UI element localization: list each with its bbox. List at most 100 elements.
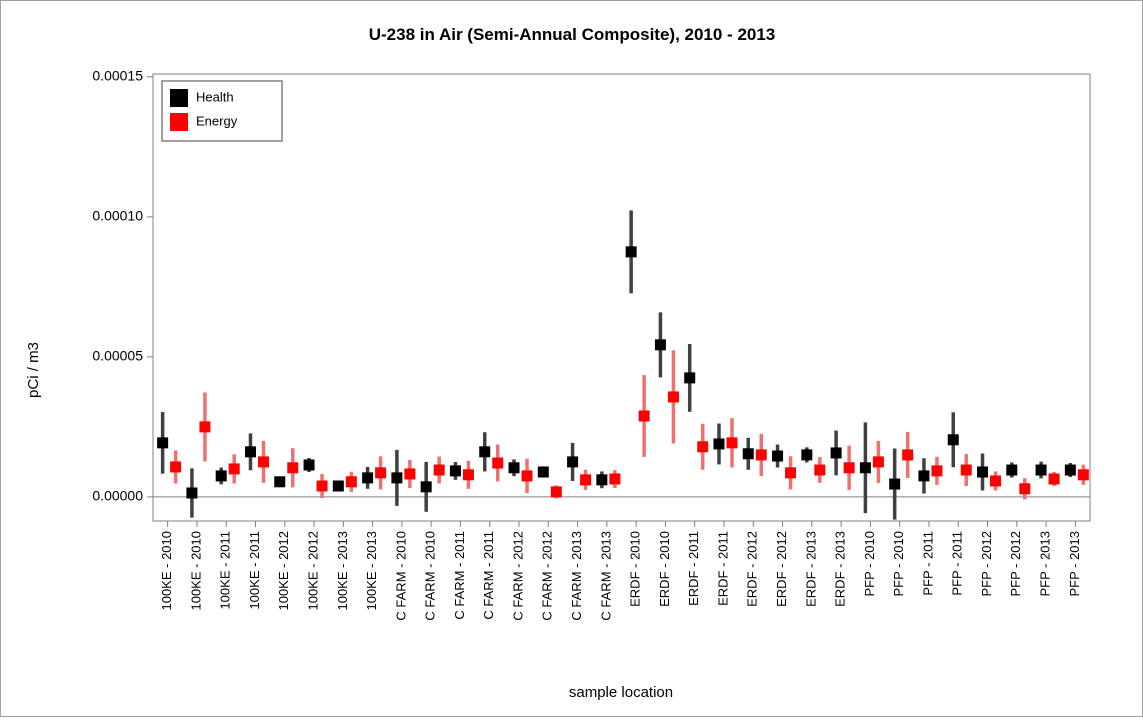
marker [567,456,579,468]
x-tick-label: ERDF - 2011 [686,531,701,606]
marker [755,449,767,461]
marker [199,421,211,433]
marker [1048,473,1060,485]
x-tick-label: C FARM - 2013 [569,531,584,621]
y-tick-label: 0.00015 [92,68,143,84]
marker [521,470,533,482]
marker [830,447,842,459]
x-tick-label: ERDF - 2013 [803,531,818,607]
marker [977,466,989,478]
x-tick-label: 100KE - 2011 [218,531,233,610]
legend-label: Energy [196,113,238,128]
marker [931,465,943,477]
marker [508,462,520,474]
x-tick-label: ERDF - 2010 [628,531,643,607]
marker [537,466,549,478]
x-tick-label: ERDF - 2013 [833,531,848,607]
marker [785,467,797,479]
marker [1064,464,1076,476]
legend-swatch [170,89,188,107]
x-tick-label: 100KE - 2013 [335,531,350,611]
x-tick-label: 100KE - 2010 [188,531,203,611]
legend-swatch [170,113,188,131]
marker [186,487,198,499]
marker [902,449,914,461]
marker [843,462,855,474]
marker [713,438,725,450]
marker [814,464,826,476]
marker [449,465,461,477]
x-tick-label: ERDF - 2011 [715,531,730,606]
x-tick-label: PFP - 2013 [1038,531,1053,597]
x-tick-label: C FARM - 2010 [393,531,408,621]
marker [433,464,445,476]
x-tick-label: C FARM - 2012 [540,531,555,621]
y-tick-label: 0.00000 [92,488,143,504]
y-axis-label: pCi / m3 [25,342,42,398]
legend-label: Health [196,89,234,104]
marker [1077,469,1089,481]
marker [726,437,738,449]
marker [801,449,813,461]
plot-frame [152,73,1091,522]
marker [244,446,256,458]
marker [638,410,650,422]
marker [228,463,240,475]
marker [742,448,754,460]
marker [667,391,679,403]
marker [170,461,182,473]
y-tick-label: 0.00010 [92,208,143,224]
marker [157,437,169,449]
marker [859,462,871,474]
marker [872,456,884,468]
x-tick-label: 100KE - 2012 [305,531,320,611]
x-tick-label: PFP - 2011 [920,531,935,596]
marker [215,470,227,482]
x-tick-label: C FARM - 2012 [510,531,525,621]
marker [1006,464,1018,476]
marker [625,246,637,258]
marker [462,469,474,481]
x-tick-label: PFP - 2011 [950,531,965,596]
x-tick-label: 100KE - 2012 [276,531,291,611]
marker [772,450,784,462]
marker [654,339,666,351]
x-tick-label: PFP - 2012 [979,531,994,597]
marker [947,434,959,446]
x-tick-label: PFP - 2013 [1067,531,1082,597]
x-tick-label: PFP - 2012 [1008,531,1023,597]
x-tick-label: PFP - 2010 [862,531,877,597]
y-tick-label: 0.00005 [92,348,143,364]
marker [479,446,491,458]
x-tick-label: 100KE - 2013 [364,531,379,611]
marker [362,472,374,484]
marker [404,468,416,480]
marker [332,480,344,492]
marker [257,456,269,468]
x-tick-label: 100KE - 2011 [247,531,262,610]
marker [697,441,709,453]
x-tick-label: ERDF - 2012 [774,531,789,607]
x-tick-label: C FARM - 2010 [423,531,438,621]
marker [1035,464,1047,476]
x-tick-label: PFP - 2010 [891,531,906,597]
marker [889,478,901,490]
x-tick-label: ERDF - 2010 [657,531,672,607]
marker [684,372,696,384]
marker [287,462,299,474]
x-tick-label: C FARM - 2013 [598,531,613,621]
marker [990,475,1002,487]
marker [580,474,592,486]
x-tick-label: C FARM - 2011 [481,531,496,620]
x-tick-label: 100KE - 2010 [159,531,174,611]
x-tick-label: ERDF - 2012 [745,531,760,607]
marker [303,459,315,471]
marker [391,472,403,484]
marker [492,457,504,469]
marker [274,476,286,488]
marker [345,476,357,488]
marker [960,464,972,476]
marker [596,474,608,486]
